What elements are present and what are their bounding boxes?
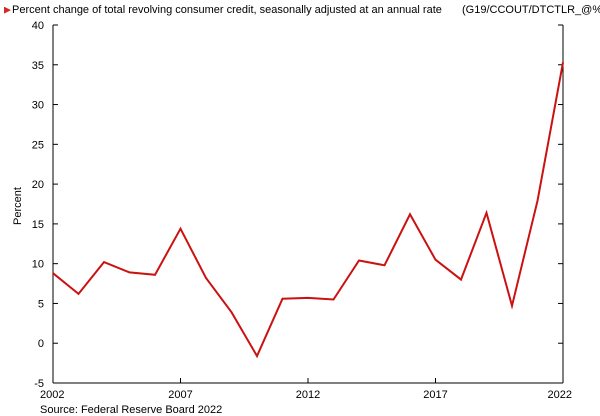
y-tick-label: 20: [32, 179, 44, 191]
data-point: [179, 227, 182, 230]
x-tick-label: 2017: [423, 389, 447, 401]
series-code: (G19/CCOUT/DTCTLR_@%A_E: [462, 4, 600, 16]
data-point: [485, 211, 488, 214]
data-point: [256, 355, 258, 357]
y-tick-label: -5: [34, 378, 44, 390]
data-point: [434, 258, 437, 261]
data-point: [205, 277, 207, 279]
legend-label: Percent change of total revolving consum…: [12, 4, 442, 16]
y-tick-label: 0: [38, 338, 44, 350]
x-tick-label: 2007: [168, 389, 192, 401]
data-point: [409, 213, 411, 216]
data-point: [281, 297, 284, 300]
x-tick-label: 2002: [40, 389, 64, 401]
data-point: [536, 200, 539, 202]
data-point: [511, 305, 513, 307]
source-note: Source: Federal Reserve Board 2022: [40, 404, 223, 416]
y-tick-label: 10: [32, 259, 44, 271]
y-tick-label: 25: [32, 139, 44, 151]
data-point: [128, 271, 131, 274]
data-point: [383, 264, 386, 267]
data-point: [358, 259, 360, 262]
data-point: [307, 297, 309, 299]
data-point: [230, 311, 233, 313]
y-tick-label: 35: [32, 60, 44, 72]
y-tick-label: 40: [32, 20, 44, 32]
x-tick-label: 2012: [296, 389, 320, 401]
data-point: [460, 278, 462, 281]
legend: Percent change of total revolving consum…: [4, 4, 442, 16]
y-tick-label: 15: [32, 219, 44, 231]
series-line: [52, 62, 564, 359]
data-point: [52, 272, 54, 275]
data-point: [332, 298, 335, 301]
data-point: [103, 261, 105, 263]
data-point: [77, 293, 80, 295]
y-tick-label: 30: [32, 100, 44, 112]
data-point: [154, 274, 156, 276]
data-point: [562, 61, 564, 64]
legend-marker-icon: [4, 6, 11, 14]
y-tick-label: 5: [38, 298, 44, 310]
x-tick-label: 2022: [548, 389, 572, 401]
